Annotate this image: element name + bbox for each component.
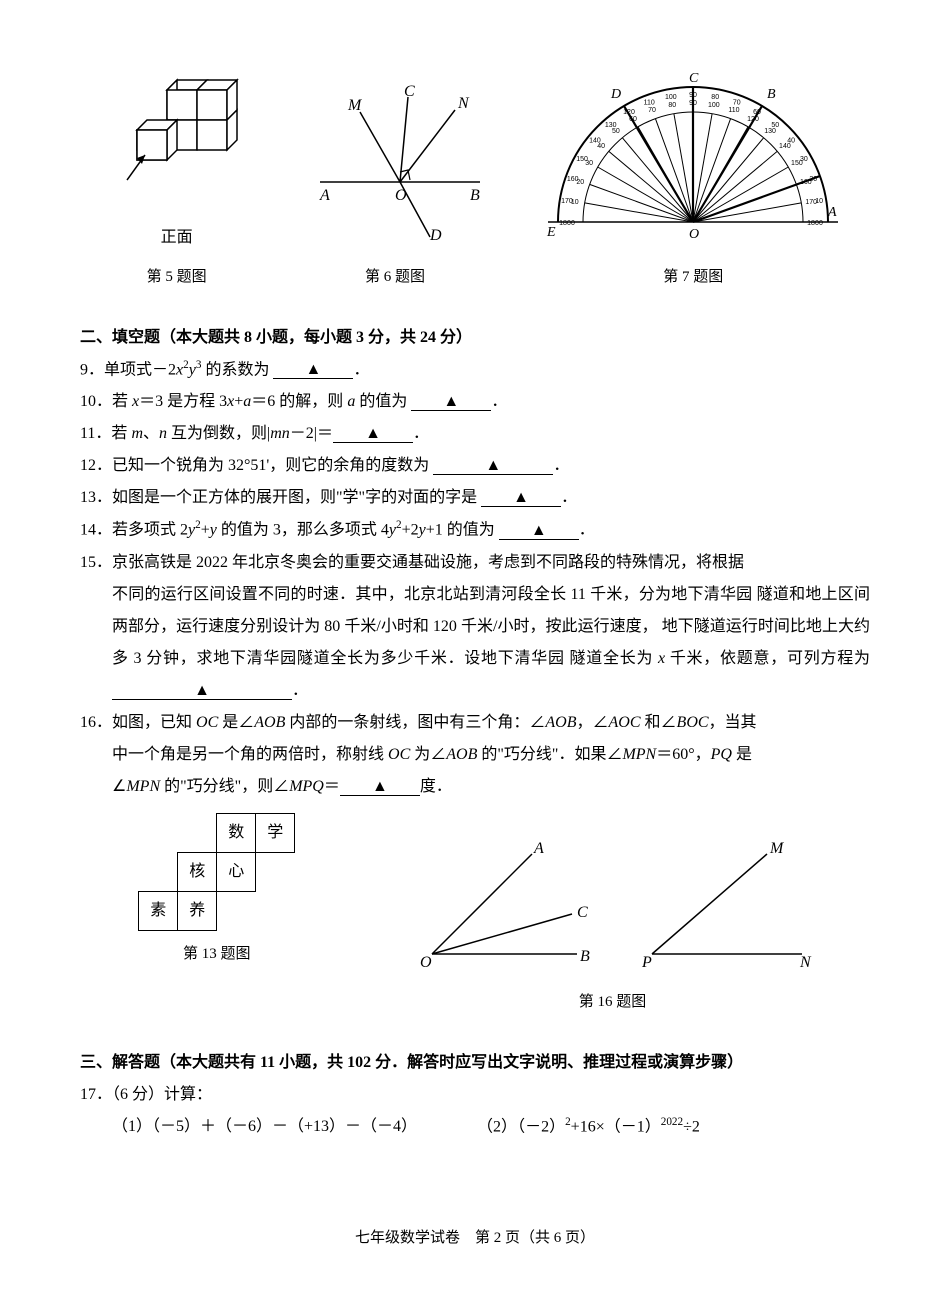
blank-11: ▲ (333, 426, 413, 443)
svg-text:D: D (429, 227, 442, 242)
q17-sub2: （2）（－2）2+16×（－1）2022÷2 (477, 1111, 700, 1143)
svg-text:100: 100 (708, 102, 720, 109)
angle-mpn-icon: P M N (632, 839, 812, 969)
q12-num: 12． (80, 457, 112, 474)
svg-text:130: 130 (605, 122, 617, 129)
q17-sub1: （1）（－5）＋（－6）－（+13）－（－4） (112, 1111, 417, 1143)
figure-5: 正面 第 5 题图 (107, 60, 247, 292)
svg-text:O: O (395, 187, 407, 204)
svg-text:C: C (404, 83, 415, 100)
svg-text:B: B (767, 87, 776, 102)
svg-text:80: 80 (669, 102, 677, 109)
svg-text:30: 30 (800, 156, 808, 163)
blank-14: ▲ (499, 523, 579, 540)
blank-12: ▲ (433, 458, 553, 475)
cube-net: 数学 核心 素养 (138, 813, 295, 931)
svg-text:160: 160 (567, 176, 579, 183)
question-11: 11．若 m、n 互为倒数，则|mn－2|＝▲． (80, 418, 870, 450)
svg-text:E: E (546, 225, 556, 240)
svg-text:170: 170 (561, 198, 573, 205)
svg-text:O: O (420, 954, 432, 969)
blank-10: ▲ (411, 394, 491, 411)
svg-text:40: 40 (788, 138, 796, 145)
angle-oabc-icon: O A C B (412, 839, 592, 969)
q11-num: 11． (80, 425, 111, 442)
blank-16: ▲ (340, 779, 420, 796)
fig6-caption: 第 6 题图 (300, 262, 490, 292)
svg-text:N: N (799, 954, 812, 969)
svg-text:O: O (689, 227, 699, 242)
svg-text:P: P (641, 954, 652, 969)
q17-num: 17． (80, 1086, 112, 1103)
svg-text:M: M (347, 97, 363, 114)
fig7-caption: 第 7 题图 (543, 262, 843, 292)
svg-text:70: 70 (733, 100, 741, 107)
blank-15: ▲ (112, 683, 292, 700)
svg-text:D: D (610, 87, 621, 102)
svg-text:180: 180 (559, 220, 571, 227)
svg-text:0: 0 (571, 220, 575, 227)
figures-row-bottom: 数学 核心 素养 第 13 题图 O A C B P M N (80, 813, 870, 969)
front-label: 正面 (107, 222, 247, 254)
svg-text:100: 100 (665, 94, 677, 101)
svg-text:A: A (827, 205, 837, 220)
question-9: 9．单项式－2x2y3 的系数为 ▲． (80, 354, 870, 386)
question-12: 12．已知一个锐角为 32°51'，则它的余角的度数为 ▲． (80, 450, 870, 482)
question-13: 13．如图是一个正方体的展开图，则"学"字的对面的字是 ▲． (80, 482, 870, 514)
svg-text:150: 150 (577, 156, 589, 163)
svg-text:180: 180 (807, 220, 819, 227)
fig13-caption: 第 13 题图 (138, 939, 295, 969)
svg-text:A: A (533, 840, 544, 857)
question-15: 15．京张高铁是 2022 年北京冬奥会的重要交通基础设施，考虑到不同路段的特殊… (80, 547, 870, 707)
svg-text:110: 110 (729, 107, 740, 114)
svg-text:50: 50 (772, 122, 780, 129)
blank-13: ▲ (481, 490, 561, 507)
q16-num: 16． (80, 714, 112, 731)
section-3-title: 三、解答题（本大题共有 11 小题，共 102 分．解答时应写出文字说明、推理过… (80, 1047, 870, 1079)
svg-text:C: C (689, 72, 699, 86)
q9-num: 9． (80, 361, 104, 378)
question-17: 17．（6 分）计算： （1）（－5）＋（－6）－（+13）－（－4） （2）（… (80, 1079, 870, 1143)
figures-row-top: 正面 第 5 题图 A B O M C N D 第 6 题图 (80, 60, 870, 292)
cubes-icon (107, 60, 247, 210)
svg-text:110: 110 (644, 100, 655, 107)
question-10: 10．若 x＝3 是方程 3x+a＝6 的解，则 a 的值为 ▲． (80, 386, 870, 418)
svg-text:10: 10 (816, 198, 824, 205)
svg-text:0: 0 (819, 220, 823, 227)
q14-num: 14． (80, 522, 112, 539)
question-14: 14．若多项式 2y2+y 的值为 3，那么多项式 4y2+2y+1 的值为 ▲… (80, 514, 870, 546)
figure-13: 数学 核心 素养 第 13 题图 (138, 813, 295, 969)
figure-16: O A C B P M N (412, 839, 812, 969)
section-2-title: 二、填空题（本大题共 8 小题，每小题 3 分，共 24 分） (80, 322, 870, 354)
angle-diagram-icon: A B O M C N D (300, 82, 490, 242)
svg-text:B: B (580, 948, 590, 965)
svg-text:C: C (577, 904, 588, 921)
figure-6: A B O M C N D 第 6 题图 (300, 82, 490, 292)
svg-text:140: 140 (589, 138, 601, 145)
bottom-captions: 第 16 题图 (80, 979, 870, 1017)
svg-text:50: 50 (612, 128, 620, 135)
figure-7: 0180101702016030150401405013060120701108… (543, 72, 843, 292)
fig5-caption: 第 5 题图 (107, 262, 247, 292)
q15-num: 15． (80, 554, 112, 571)
q10-num: 10． (80, 393, 112, 410)
page-footer: 七年级数学试卷 第 2 页（共 6 页） (80, 1223, 870, 1253)
svg-text:N: N (457, 95, 470, 112)
q13-num: 13． (80, 489, 112, 506)
svg-text:M: M (769, 840, 785, 857)
svg-text:70: 70 (648, 107, 656, 114)
svg-text:A: A (319, 187, 330, 204)
blank-9: ▲ (273, 362, 353, 379)
svg-text:130: 130 (765, 128, 777, 135)
protractor-icon: 0180101702016030150401405013060120701108… (543, 72, 843, 242)
svg-text:B: B (470, 187, 480, 204)
fig16-caption: 第 16 题图 (413, 987, 813, 1017)
svg-text:80: 80 (712, 94, 720, 101)
question-16: 16．如图，已知 OC 是∠AOB 内部的一条射线，图中有三个角：∠AOB，∠A… (80, 707, 870, 803)
